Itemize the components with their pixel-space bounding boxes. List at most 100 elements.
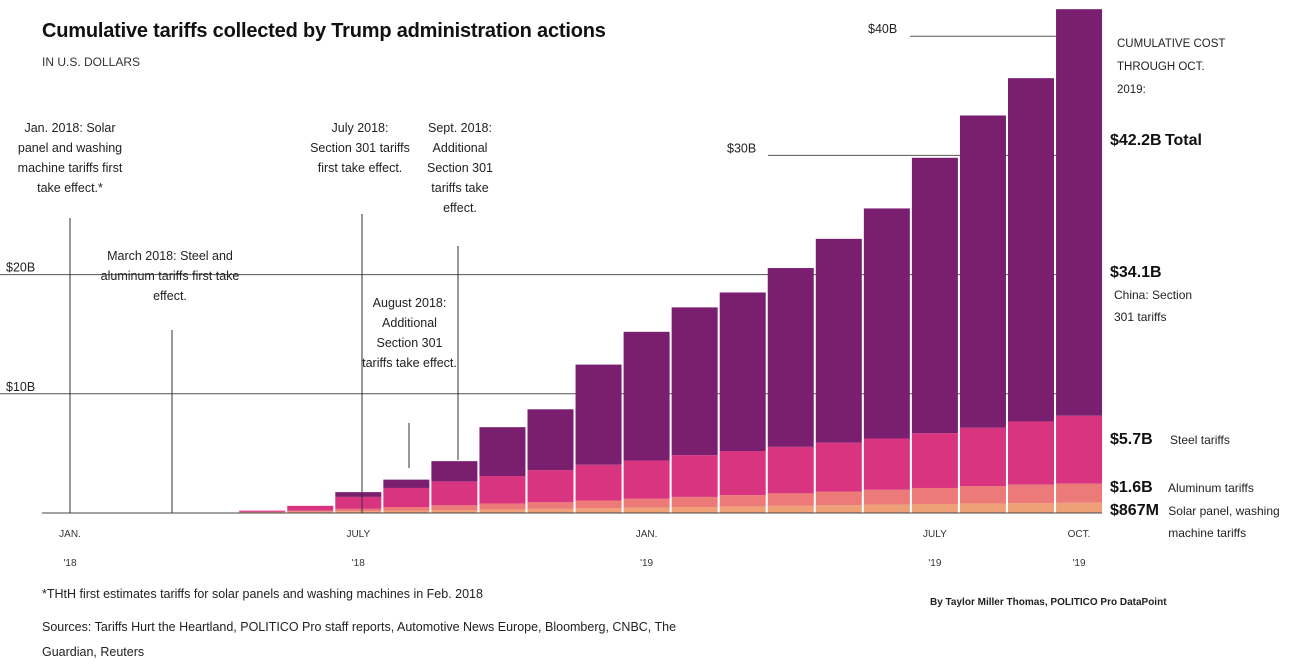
total-value: $42.2B bbox=[1110, 132, 1162, 149]
x-tick-label: JULY bbox=[923, 529, 947, 540]
annotation-jan-2018: Jan. 2018: Solar panel and washing machi… bbox=[17, 121, 123, 195]
x-tick-year: '19 bbox=[640, 558, 653, 569]
aluminum-value: $1.6B bbox=[1110, 479, 1153, 496]
bar-china-10 bbox=[527, 409, 574, 471]
bar-steel-12 bbox=[623, 460, 670, 499]
bar-china-11 bbox=[575, 364, 622, 465]
bar-steel-13 bbox=[671, 455, 718, 497]
x-tick-label: JAN. bbox=[636, 529, 658, 540]
bar-solar-9 bbox=[479, 509, 526, 513]
solar-label: $867M Solar panel, washing machine tarif… bbox=[1110, 500, 1305, 544]
bar-aluminum-8 bbox=[431, 505, 478, 511]
bar-china-20 bbox=[1008, 78, 1054, 422]
bar-steel-16 bbox=[815, 442, 862, 492]
bar-china-9 bbox=[479, 427, 526, 477]
china-label: $34.1B China: Section 301 tariffs bbox=[1110, 262, 1260, 328]
bar-china-17 bbox=[863, 208, 910, 439]
bar-aluminum-4 bbox=[239, 511, 286, 513]
bar-china-19 bbox=[959, 115, 1006, 428]
bar-china-12 bbox=[623, 331, 670, 461]
bar-solar-19 bbox=[959, 503, 1006, 513]
bar-aluminum-16 bbox=[815, 491, 862, 506]
annotation-july-2018: July 2018: Section 301 tariffs first tak… bbox=[310, 121, 410, 175]
footnote: *THtH first estimates tariffs for solar … bbox=[42, 587, 483, 601]
x-tick-label: JULY bbox=[346, 529, 370, 540]
solar-value: $867M bbox=[1110, 502, 1159, 519]
bar-solar-10 bbox=[527, 508, 574, 513]
bar-steel-10 bbox=[527, 470, 574, 503]
bar-china-18 bbox=[911, 157, 958, 434]
bar-steel-5 bbox=[287, 505, 334, 511]
bar-china-13 bbox=[671, 307, 718, 456]
steel-value: $5.7B bbox=[1110, 431, 1153, 448]
bar-china-6 bbox=[335, 492, 382, 497]
right-header: CUMULATIVE COST THROUGH OCT. 2019: bbox=[1117, 38, 1226, 96]
bar-china-14 bbox=[719, 292, 766, 452]
bar-aluminum-5 bbox=[287, 510, 334, 512]
bar-solar-7 bbox=[383, 510, 430, 513]
x-tick-year: '19 bbox=[928, 558, 941, 569]
annotation-sept-2018: Sept. 2018: Additional Section 301 tarif… bbox=[426, 121, 494, 215]
bar-aluminum-10 bbox=[527, 502, 574, 509]
bar-aluminum-7 bbox=[383, 507, 430, 511]
y-tick-label: $20B bbox=[6, 261, 35, 275]
bar-aluminum-15 bbox=[767, 493, 814, 506]
bar-steel-4 bbox=[239, 510, 286, 512]
bar-steel-17 bbox=[863, 438, 910, 490]
total-text: Total bbox=[1164, 132, 1202, 149]
bar-solar-6 bbox=[335, 511, 382, 513]
bar-aluminum-9 bbox=[479, 503, 526, 510]
bar-solar-20 bbox=[1008, 503, 1054, 513]
bar-aluminum-11 bbox=[575, 500, 622, 509]
bar-china-21 bbox=[1056, 9, 1103, 416]
annotation-august-2018: August 2018: Additional Section 301 tari… bbox=[362, 296, 457, 370]
bar-steel-8 bbox=[431, 481, 478, 506]
y-tick-label: $10B bbox=[6, 380, 35, 394]
y-tick-label: $30B bbox=[727, 141, 756, 155]
aluminum-label: $1.6B Aluminum tariffs bbox=[1110, 477, 1254, 499]
bar-aluminum-19 bbox=[959, 486, 1006, 504]
china-value: $34.1B bbox=[1110, 264, 1162, 281]
bar-solar-5 bbox=[287, 511, 334, 513]
bar-steel-6 bbox=[335, 496, 382, 509]
bar-aluminum-21 bbox=[1056, 483, 1103, 503]
bar-solar-14 bbox=[719, 506, 766, 513]
bar-solar-16 bbox=[815, 505, 862, 513]
x-tick-year: '18 bbox=[352, 558, 365, 569]
bar-china-8 bbox=[431, 461, 478, 482]
bar-steel-19 bbox=[959, 427, 1006, 487]
chart-subtitle: IN U.S. DOLLARS bbox=[42, 55, 141, 69]
bar-solar-13 bbox=[671, 507, 718, 513]
steel-label: $5.7B Steel tariffs bbox=[1110, 429, 1230, 451]
x-tick-year: '19 bbox=[1073, 558, 1086, 569]
solar-text: Solar panel, washing machine tariffs bbox=[1168, 504, 1280, 540]
bar-aluminum-17 bbox=[863, 489, 910, 505]
bar-china-7 bbox=[383, 479, 430, 488]
annotation-march-2018: March 2018: Steel and aluminum tariffs f… bbox=[100, 249, 240, 303]
total-label: $42.2B Total bbox=[1110, 130, 1202, 152]
bar-steel-20 bbox=[1008, 421, 1054, 485]
chart-title: Cumulative tariffs collected by Trump ad… bbox=[42, 20, 606, 42]
bar-aluminum-12 bbox=[623, 498, 670, 508]
bar-china-15 bbox=[767, 268, 814, 447]
credit: By Taylor Miller Thomas, POLITICO Pro Da… bbox=[930, 597, 1167, 608]
sources: Sources: Tariffs Hurt the Heartland, POL… bbox=[42, 620, 677, 659]
china-text: China: Section 301 tariffs bbox=[1114, 288, 1193, 324]
bar-steel-18 bbox=[911, 433, 958, 488]
steel-text: Steel tariffs bbox=[1170, 433, 1230, 447]
bar-aluminum-20 bbox=[1008, 484, 1054, 504]
bar-solar-17 bbox=[863, 504, 910, 513]
x-tick-label: JAN. bbox=[59, 529, 81, 540]
bar-solar-15 bbox=[767, 505, 814, 513]
bar-aluminum-6 bbox=[335, 508, 382, 512]
bar-china-16 bbox=[815, 238, 862, 443]
x-tick-label: OCT. bbox=[1068, 529, 1091, 540]
bar-steel-15 bbox=[767, 446, 814, 494]
bar-steel-9 bbox=[479, 476, 526, 504]
y-tick-label: $40B bbox=[868, 22, 897, 36]
bar-aluminum-14 bbox=[719, 495, 766, 507]
bar-steel-21 bbox=[1056, 415, 1103, 484]
bar-solar-11 bbox=[575, 508, 622, 513]
bar-steel-11 bbox=[575, 464, 622, 501]
